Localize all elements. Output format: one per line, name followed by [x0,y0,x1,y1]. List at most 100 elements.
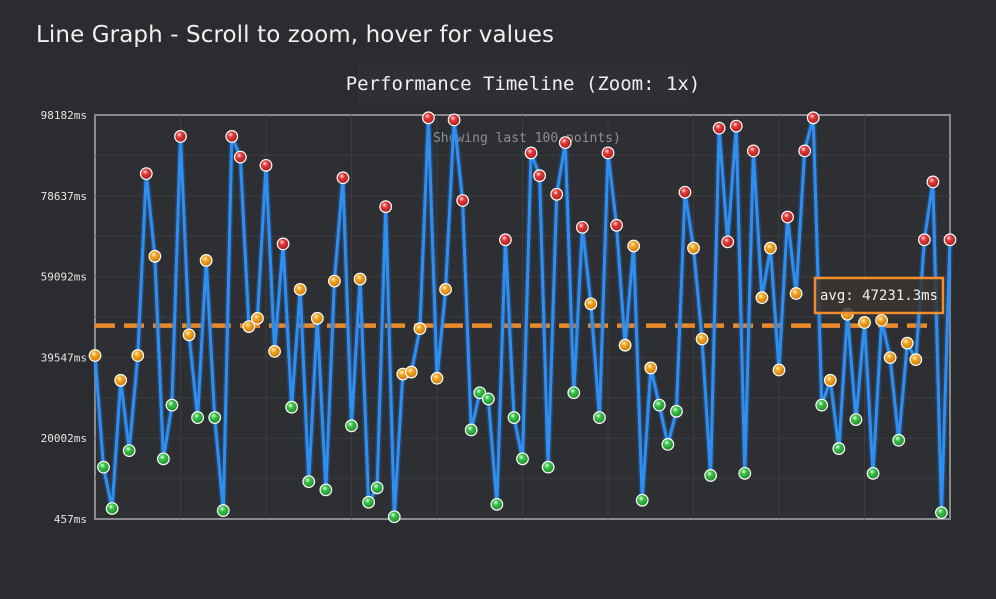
data-point-mid[interactable]: 40000ms [88,349,102,362]
data-point-low[interactable]: 18500ms [661,438,675,451]
data-point-high[interactable]: 68000ms [917,233,931,247]
data-point-low[interactable]: 17000ms [122,444,136,458]
data-point-mid[interactable]: 40000ms [131,349,145,362]
data-point-high[interactable]: 89500ms [746,144,760,158]
data-point-mid[interactable]: 66000ms [764,241,777,255]
data-point-mid[interactable]: 36000ms [404,365,418,379]
data-point-mid[interactable]: 46500ms [413,322,427,336]
data-point-low[interactable]: 8000ms [370,481,384,495]
data-point-mid[interactable]: 66500ms [627,239,641,253]
data-point-low[interactable]: 31000ms [567,386,581,400]
data-point-low[interactable]: 5000ms [635,493,649,507]
data-point-low[interactable]: 31000ms [473,386,487,400]
data-point-low[interactable]: 4000ms [490,497,504,511]
data-point-mid[interactable]: 39000ms [909,353,923,367]
data-point-high[interactable]: 82000ms [926,175,940,189]
data-point-mid[interactable]: 34000ms [114,373,128,387]
data-point-low[interactable]: 11500ms [738,466,752,480]
data-point-low[interactable]: 15000ms [516,452,529,466]
data-point-high[interactable]: 89000ms [524,146,538,160]
data-point-low[interactable]: 26500ms [670,404,683,418]
data-point-low[interactable]: 25000ms [191,411,205,424]
data-point-high[interactable]: 84000ms [139,167,153,181]
data-point-mid[interactable]: 49000ms [310,311,324,325]
data-point-mid[interactable]: 48500ms [875,313,888,327]
data-point-mid[interactable]: 56000ms [293,282,307,296]
data-point-low[interactable]: 9500ms [302,475,316,489]
data-point-high[interactable]: 71500ms [610,218,623,232]
data-point-low[interactable]: 2500ms [216,504,230,517]
data-point-high[interactable]: 93000ms [174,130,187,143]
data-point-low[interactable]: 25000ms [208,411,222,424]
data-point-high[interactable]: 68000ms [499,233,512,247]
data-point-high[interactable]: 73500ms [781,210,794,224]
data-point-low[interactable]: 25000ms [507,411,521,424]
data-point-mid[interactable]: 66000ms [687,241,700,255]
data-point-mid[interactable]: 54000ms [755,291,769,305]
data-point-mid[interactable]: 39500ms [883,351,897,364]
data-point-low[interactable]: 15000ms [156,452,170,466]
data-point-high[interactable]: 86000ms [259,158,273,172]
data-point-high[interactable]: 95500ms [729,119,743,133]
data-point-low[interactable]: 28000ms [165,398,179,412]
data-point-high[interactable]: 67500ms [721,235,735,249]
data-point-low[interactable]: 4500ms [362,495,376,509]
data-point-low[interactable]: 25000ms [593,411,606,424]
data-point-low[interactable]: 13000ms [541,460,555,474]
data-point-high[interactable]: 89500ms [798,144,812,158]
data-point-high[interactable]: 67000ms [276,237,290,251]
data-point-mid[interactable]: 48000ms [858,316,871,329]
data-point-mid[interactable]: 47000ms [242,320,256,333]
data-point-low[interactable]: 13000ms [97,460,110,474]
data-point-mid[interactable]: 64000ms [148,249,162,263]
data-point-high[interactable]: 97000ms [447,113,461,127]
data-point-mid[interactable]: 43000ms [900,336,914,350]
data-point-mid[interactable]: 37000ms [644,361,658,375]
data-point-low[interactable]: 3000ms [105,502,119,515]
data-point-low[interactable]: 1000ms [387,510,401,524]
data-point-high[interactable]: 71000ms [575,220,589,234]
data-point-high[interactable]: 95000ms [712,121,726,135]
data-point-low[interactable]: 19500ms [892,433,906,447]
data-point-high[interactable]: 79500ms [678,185,692,199]
data-point-mid[interactable]: 44000ms [695,332,709,346]
data-point-mid[interactable]: 55000ms [789,287,803,300]
data-point-low[interactable]: 28000ms [815,398,829,412]
data-point-high[interactable]: 83000ms [336,171,350,185]
data-point-low[interactable]: 24500ms [849,413,863,427]
data-point-high[interactable]: 89000ms [601,146,615,160]
data-point-mid[interactable]: 36500ms [772,363,786,377]
data-point-low[interactable]: 23000ms [345,419,358,433]
data-point-low[interactable]: 29500ms [481,392,495,406]
data-point-low[interactable]: 28000ms [652,398,666,412]
data-point-mid[interactable]: 34000ms [823,373,837,387]
data-point-high[interactable]: 76000ms [379,200,393,214]
data-point-mid[interactable]: 58500ms [353,272,367,286]
data-point-low[interactable]: 17500ms [832,442,846,455]
data-point-low[interactable]: 11000ms [704,469,717,482]
data-point-mid[interactable]: 49000ms [251,311,264,325]
data-point-low[interactable]: 22000ms [464,423,478,437]
data-point-mid[interactable]: 41000ms [268,344,281,358]
data-point-low[interactable]: 2000ms [935,506,948,520]
data-point-high[interactable]: 77500ms [456,194,470,207]
data-point-high[interactable]: 97500ms [422,111,435,125]
data-point-high[interactable]: 97500ms [806,111,820,125]
data-point-high[interactable]: 79000ms [550,187,564,201]
data-point-mid[interactable]: 63000ms [199,254,213,267]
data-point-mid[interactable]: 42500ms [618,338,632,352]
data-point-mid[interactable]: 58000ms [328,274,341,288]
data-point-high[interactable]: 88000ms [233,150,247,164]
data-point-low[interactable]: 7500ms [319,483,333,497]
data-point-mid[interactable]: 34500ms [430,371,444,385]
data-point-low[interactable]: 11500ms [866,466,880,480]
data-point-mid[interactable]: 45000ms [182,328,196,342]
data-point-mid[interactable]: 56000ms [439,282,452,296]
data-point-mid[interactable]: 52500ms [584,297,598,311]
data-point-high[interactable]: 93000ms [225,130,239,143]
data-point-low[interactable]: 27500ms [285,400,299,414]
data-point-high[interactable]: 83500ms [533,169,546,183]
data-point-high[interactable]: 68000ms [943,233,957,247]
data-point-high[interactable]: 91500ms [558,136,572,150]
